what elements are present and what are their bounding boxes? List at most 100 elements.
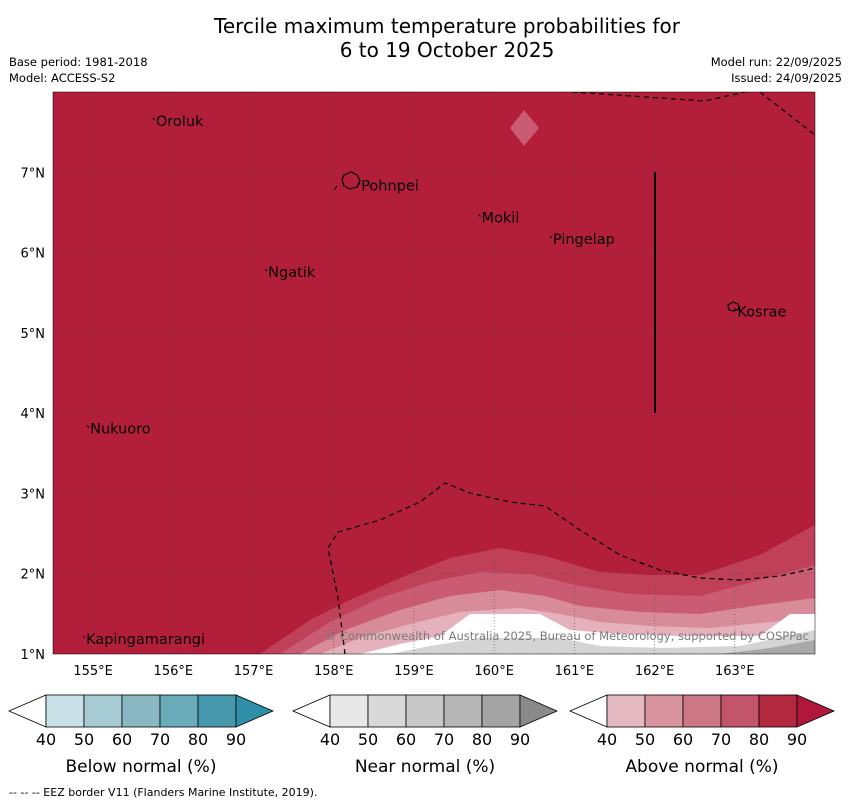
legend-swatch [159, 694, 199, 728]
place-label[interactable]: Nukuoro [90, 422, 151, 438]
x-tick-label: 158°E [314, 664, 354, 679]
legend-swatch [481, 694, 521, 728]
title-line-2: 6 to 19 October 2025 [339, 38, 555, 62]
legend-title: Below normal (%) [66, 757, 217, 777]
legend-swatch [443, 694, 483, 728]
y-tick-label: 3°N [21, 487, 46, 502]
legend-swatch [682, 694, 722, 728]
legend-tick: 60 [396, 730, 416, 749]
grid-lines-latitude [53, 171, 815, 654]
y-tick-label: 7°N [21, 166, 46, 181]
place-labels: Oroluk Pohnpei Mokil Pingelap Ngatik Kosrae Nu… [82, 114, 786, 648]
x-tick-label: 159°E [394, 664, 434, 679]
place-label[interactable]: Kapingamarangi [86, 632, 205, 648]
legend-swatch [83, 694, 123, 728]
x-tick-label: 155°E [73, 664, 113, 679]
band-near-normal-dark [720, 640, 815, 654]
legend-tick: 40 [320, 730, 340, 749]
place-label[interactable]: Pohnpei [361, 178, 419, 194]
issued-date: Issued: 24/09/2025 [731, 71, 842, 85]
y-tick-label: 6°N [21, 247, 46, 262]
x-tick-label: 156°E [154, 664, 194, 679]
chart-title: Tercile maximum temperature probabilitie… [0, 14, 850, 62]
y-tick-label: 2°N [21, 568, 46, 583]
x-tick-label: 160°E [474, 664, 514, 679]
model-run: Model run: 22/09/2025 [710, 55, 842, 69]
legend-swatch [329, 694, 369, 728]
place-label[interactable]: Mokil [482, 210, 520, 226]
header-left: Base period: 1981-2018 Model: ACCESS-S2 [9, 54, 148, 86]
place-marker [357, 181, 361, 185]
place-marker [86, 425, 90, 428]
model-name: Model: ACCESS-S2 [9, 71, 116, 85]
place-label[interactable]: Kosrae [737, 304, 786, 320]
legend-upper-extend [796, 694, 836, 728]
legend-swatch [367, 694, 407, 728]
place-label[interactable]: Oroluk [156, 114, 204, 130]
legend-tick: 90 [510, 730, 530, 749]
place-marker [549, 235, 553, 239]
y-tick-label: 5°N [21, 327, 46, 342]
legend-tick: 60 [112, 730, 132, 749]
legend-swatch [758, 694, 798, 728]
legend-tick: 90 [226, 730, 246, 749]
legend-tick: 80 [472, 730, 492, 749]
map-panel[interactable]: Oroluk Pohnpei Mokil Pingelap Ngatik Kosrae Nu… [53, 92, 815, 654]
legend-tick: 40 [36, 730, 56, 749]
legend-tick: 50 [358, 730, 378, 749]
legend-swatch [606, 694, 646, 728]
legends: 40 50 60 70 80 90 Below normal (%) 40 50 60 70 80 90… [7, 694, 836, 777]
pohnpei-island [341, 171, 361, 190]
x-tick-label: 162°E [635, 664, 675, 679]
island-mark [333, 185, 338, 191]
legend-tick: 80 [749, 730, 769, 749]
y-tick-label: 1°N [21, 648, 46, 663]
legend-tick: 40 [597, 730, 617, 749]
legend-tick: 50 [635, 730, 655, 749]
legend-swatch [121, 694, 161, 728]
legend-1: 40 50 60 70 80 90 Near normal (%) [291, 694, 559, 777]
legend-tick: 70 [434, 730, 454, 749]
title-line-1: Tercile maximum temperature probabilitie… [214, 14, 680, 38]
legend-lower-extend [7, 694, 47, 728]
legend-lower-extend [568, 694, 608, 728]
legend-upper-extend [519, 694, 559, 728]
place-label[interactable]: Pingelap [553, 232, 615, 248]
legend-tick: 80 [188, 730, 208, 749]
x-tick-label: 163°E [715, 664, 755, 679]
map-background [53, 92, 815, 654]
base-period: Base period: 1981-2018 [9, 55, 148, 69]
eez-footnote: -- -- -- EEZ border V11 (Flanders Marine… [9, 786, 318, 799]
place-marker [152, 117, 156, 121]
legend-title: Near normal (%) [355, 757, 495, 777]
copyright-text: © Commonwealth of Australia 2025, Bureau… [325, 629, 809, 643]
legend-lower-extend [291, 694, 331, 728]
eez-borders [327, 92, 815, 654]
legend-tick: 50 [74, 730, 94, 749]
legend-swatch [45, 694, 85, 728]
x-tick-label: 161°E [555, 664, 595, 679]
legend-swatch [720, 694, 760, 728]
x-tick-label: 157°E [234, 664, 274, 679]
legend-swatch [405, 694, 445, 728]
legend-tick: 90 [787, 730, 807, 749]
legend-tick: 70 [150, 730, 170, 749]
place-label[interactable]: Ngatik [268, 265, 316, 281]
header-right: Model run: 22/09/2025 Issued: 24/09/2025 [711, 54, 842, 86]
place-marker [264, 268, 268, 272]
place-marker [734, 308, 737, 311]
legend-upper-extend [235, 694, 275, 728]
legend-0: 40 50 60 70 80 90 Below normal (%) [7, 694, 275, 777]
y-tick-label: 4°N [21, 407, 46, 422]
longitude-ticks: 155°E 156°E 157°E 158°E 159°E 160°E 161°E 162°E… [73, 664, 754, 679]
legend-2: 40 50 60 70 80 90 Above normal (%) [568, 694, 836, 777]
legend-swatch [197, 694, 237, 728]
place-marker [82, 635, 86, 639]
legend-tick: 60 [673, 730, 693, 749]
latitude-ticks: 1°N 2°N 3°N 4°N 5°N 6°N 7°N [21, 166, 46, 663]
band-near-normal [390, 630, 815, 654]
map-frame [52, 91, 816, 655]
legend-tick: 70 [711, 730, 731, 749]
legend-title: Above normal (%) [625, 757, 778, 777]
